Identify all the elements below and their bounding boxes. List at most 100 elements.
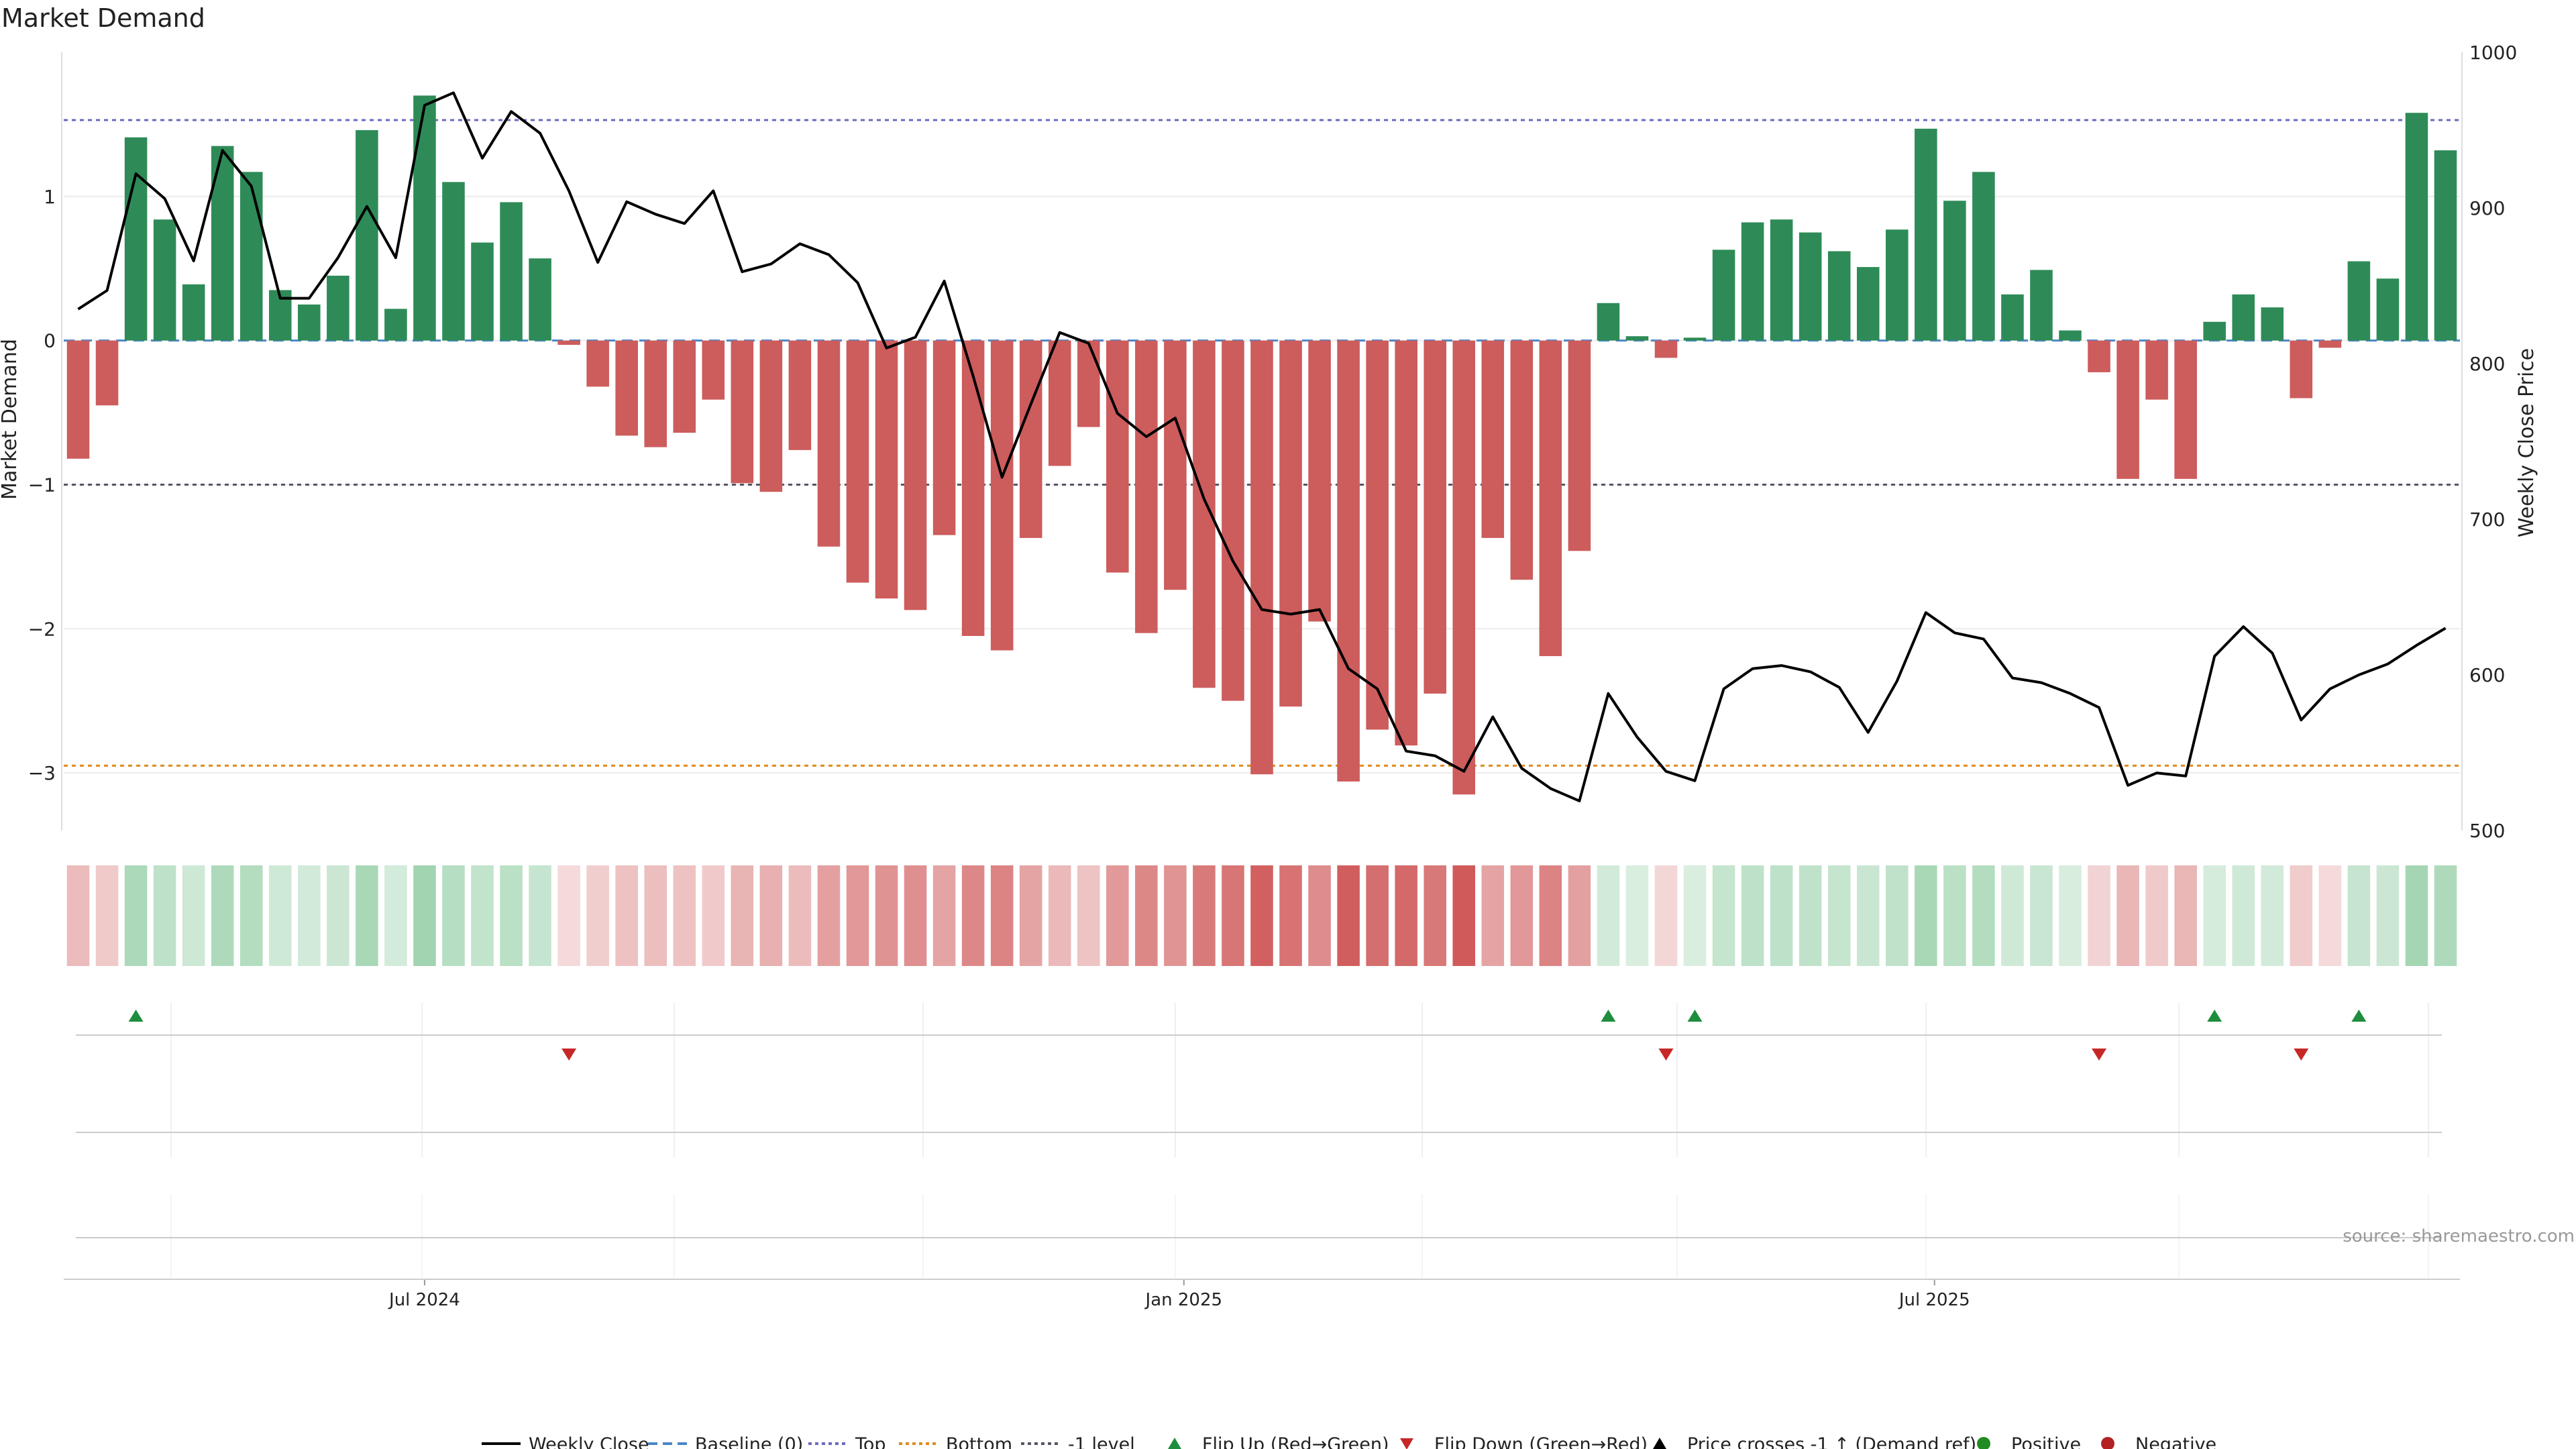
demand-bar: [182, 284, 205, 341]
heat-cell: [2203, 865, 2226, 966]
heat-cell: [1915, 865, 1937, 966]
heat-cell: [1568, 865, 1591, 966]
heat-cell: [875, 865, 898, 966]
heat-cell: [1106, 865, 1129, 966]
demand-bar: [1366, 340, 1389, 730]
heat-cell: [990, 865, 1014, 966]
legend-label: Flip Down (Green→Red): [1434, 1434, 1648, 1449]
demand-bar: [2434, 150, 2457, 341]
heat-cell: [1597, 865, 1620, 966]
demand-bar: [1481, 340, 1505, 538]
legend-swatch: [1977, 1437, 1990, 1449]
demand-bar: [1827, 251, 1851, 341]
heat-cell: [182, 865, 205, 966]
demand-bar: [1856, 267, 1880, 341]
y2-tick-label: 1000: [2469, 42, 2517, 64]
heat-cell: [1712, 865, 1735, 966]
heat-cell: [1510, 865, 1534, 966]
heat-cell: [1077, 865, 1100, 966]
heat-cell: [1799, 865, 1822, 966]
demand-bar: [2347, 261, 2371, 341]
legend-item: -1 level: [1021, 1434, 1135, 1449]
demand-bar: [846, 340, 869, 583]
heat-cell: [327, 865, 350, 966]
heat-cell: [384, 865, 407, 966]
heat-cell: [529, 865, 551, 966]
demand-bar: [586, 340, 609, 387]
flip-markers: [128, 1010, 2367, 1061]
legend-swatch: [1168, 1438, 1181, 1449]
heat-cell: [702, 865, 725, 966]
demand-bar: [932, 340, 956, 535]
legend-item: Price crosses -1 ↑ (Demand ref): [1653, 1434, 1976, 1449]
heat-cell: [1539, 865, 1562, 966]
heat-cell: [1222, 865, 1244, 966]
heat-cell: [1308, 865, 1331, 966]
heat-cell: [1395, 865, 1417, 966]
heat-cell: [95, 865, 119, 966]
heat-cell: [66, 865, 90, 966]
heat-cell: [1683, 865, 1707, 966]
demand-bar: [1799, 232, 1822, 341]
heat-cell: [1424, 865, 1447, 966]
demand-bar: [673, 340, 696, 433]
legend-swatch: [1400, 1438, 1413, 1449]
heat-cell: [615, 865, 638, 966]
heat-cell: [2088, 865, 2110, 966]
y-tick-label: 1: [44, 186, 56, 208]
y2-axis-label: Weekly Close Price: [2515, 348, 2538, 537]
heat-cell: [932, 865, 956, 966]
demand-bar: [2318, 340, 2342, 348]
demand-bar: [1943, 201, 1966, 341]
legend-label: Weekly Close: [529, 1434, 649, 1449]
heat-cell: [124, 865, 148, 966]
y-axis-label: Market Demand: [0, 339, 21, 500]
demand-bar: [2030, 270, 2053, 341]
demand-bar: [2290, 340, 2313, 398]
demand-bar: [500, 202, 523, 341]
x-tick-label: Jan 2025: [1144, 1290, 1223, 1310]
demand-bar: [471, 242, 494, 341]
demand-bar: [124, 137, 148, 341]
legend-label: Bottom: [946, 1434, 1012, 1449]
demand-bar: [413, 95, 436, 341]
y2-tick-label: 500: [2469, 820, 2505, 842]
flip-down-marker: [1658, 1049, 1674, 1061]
axes: 1 0 −1 −2 −3 1000 900 800 700 600 500 Jul 2024 Jan 2…: [28, 42, 2518, 1310]
demand-bar: [990, 340, 1014, 651]
legend-item: Bottom: [899, 1434, 1012, 1449]
heat-cell: [239, 865, 263, 966]
demand-bar: [731, 340, 754, 484]
demand-bar: [1886, 229, 1909, 341]
heat-cell: [153, 865, 176, 966]
flip-up-marker: [2207, 1010, 2222, 1022]
heat-cell: [211, 865, 234, 966]
legend-label: Flip Up (Red→Green): [1202, 1434, 1389, 1449]
heat-cell: [1193, 865, 1216, 966]
demand-bar: [1972, 172, 1995, 341]
demand-bar: [1019, 340, 1042, 538]
heat-cell: [586, 865, 609, 966]
price-series: [77, 91, 2447, 802]
source-note: source: sharemaestro.com: [2343, 1226, 2575, 1246]
demand-bar: [356, 130, 378, 341]
heat-cell: [1943, 865, 1966, 966]
demand-bar: [1625, 336, 1649, 341]
legend-swatch: [2101, 1437, 2114, 1449]
demand-bar: [702, 340, 725, 400]
heat-cell: [298, 865, 321, 966]
demand-bar: [2376, 278, 2400, 341]
flip-down-marker: [561, 1049, 577, 1061]
heat-cell: [2145, 865, 2168, 966]
demand-bar: [1106, 340, 1129, 573]
flip-up-marker: [1687, 1010, 1703, 1022]
heat-cell: [1279, 865, 1302, 966]
heat-cell: [2376, 865, 2400, 966]
demand-bar: [2001, 294, 2024, 341]
heat-cell: [1250, 865, 1273, 966]
heat-cell: [1654, 865, 1678, 966]
demand-bar: [327, 275, 350, 341]
y-tick-label: −3: [28, 762, 56, 784]
y2-tick-label: 700: [2469, 508, 2505, 531]
flip-up-marker: [2351, 1010, 2367, 1022]
